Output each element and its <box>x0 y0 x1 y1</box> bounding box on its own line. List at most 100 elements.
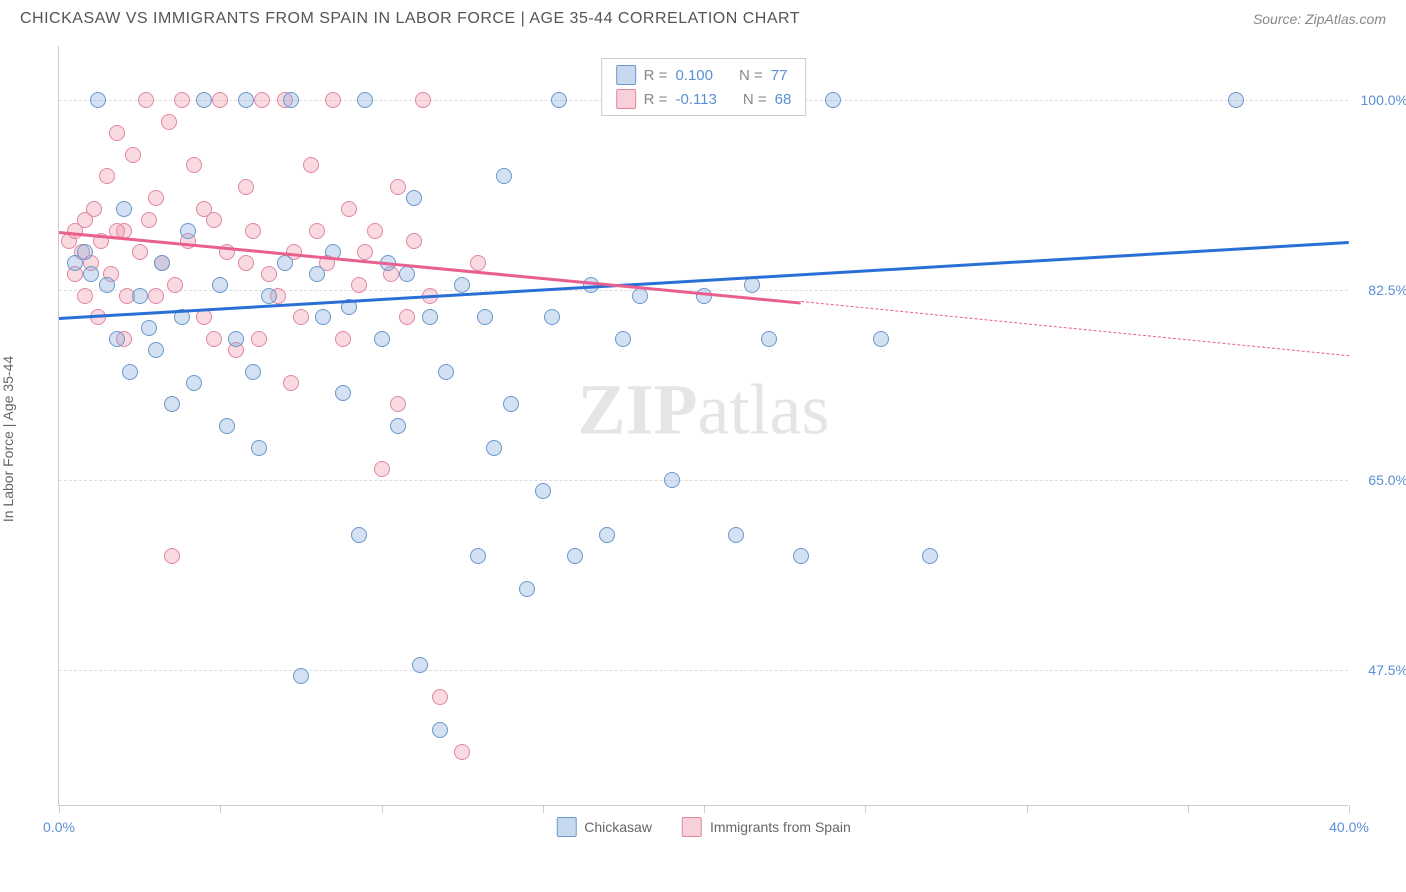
scatter-point-pink <box>196 201 212 217</box>
scatter-point-blue <box>77 244 93 260</box>
scatter-point-blue <box>164 396 180 412</box>
scatter-point-blue <box>406 190 422 206</box>
x-tick <box>1188 805 1189 813</box>
scatter-point-pink <box>161 114 177 130</box>
scatter-point-pink <box>77 288 93 304</box>
scatter-point-pink <box>415 92 431 108</box>
scatter-point-pink <box>251 331 267 347</box>
scatter-point-pink <box>325 92 341 108</box>
n-label: N = <box>743 91 767 108</box>
scatter-point-pink <box>470 255 486 271</box>
scatter-point-pink <box>238 255 254 271</box>
scatter-point-blue <box>1228 92 1244 108</box>
legend-item-chickasaw: Chickasaw <box>556 817 652 837</box>
x-tick <box>220 805 221 813</box>
scatter-point-pink <box>293 309 309 325</box>
scatter-point-blue <box>83 266 99 282</box>
r-label: R = <box>644 91 668 108</box>
scatter-point-blue <box>90 92 106 108</box>
scatter-point-pink <box>148 190 164 206</box>
y-tick-label: 65.0% <box>1368 472 1406 488</box>
scatter-point-blue <box>109 331 125 347</box>
scatter-point-pink <box>86 201 102 217</box>
scatter-point-pink <box>132 244 148 260</box>
scatter-point-blue <box>544 309 560 325</box>
scatter-point-blue <box>503 396 519 412</box>
scatter-point-pink <box>390 396 406 412</box>
scatter-point-blue <box>154 255 170 271</box>
scatter-point-blue <box>432 722 448 738</box>
x-tick <box>59 805 60 813</box>
scatter-point-pink <box>109 125 125 141</box>
scatter-point-pink <box>399 309 415 325</box>
swatch-blue-icon <box>616 65 636 85</box>
scatter-point-pink <box>341 201 357 217</box>
scatter-point-pink <box>138 92 154 108</box>
scatter-point-blue <box>567 548 583 564</box>
scatter-point-blue <box>438 364 454 380</box>
scatter-point-blue <box>486 440 502 456</box>
scatter-point-blue <box>277 255 293 271</box>
scatter-point-pink <box>374 461 390 477</box>
scatter-point-pink <box>254 92 270 108</box>
scatter-point-pink <box>167 277 183 293</box>
scatter-point-blue <box>228 331 244 347</box>
r-value: 0.100 <box>675 67 713 84</box>
scatter-point-blue <box>293 668 309 684</box>
scatter-point-blue <box>519 581 535 597</box>
scatter-point-blue <box>99 277 115 293</box>
scatter-point-blue <box>470 548 486 564</box>
scatter-point-blue <box>116 201 132 217</box>
scatter-point-pink <box>186 157 202 173</box>
scatter-point-blue <box>132 288 148 304</box>
plot-area: 47.5%65.0%82.5%100.0% 0.0%40.0% ZIPatlas… <box>58 46 1348 806</box>
x-tick <box>1349 805 1350 813</box>
n-label: N = <box>739 67 763 84</box>
scatter-point-pink <box>261 266 277 282</box>
scatter-point-pink <box>196 309 212 325</box>
trend-line-pink-dashed <box>801 301 1349 356</box>
scatter-point-pink <box>454 744 470 760</box>
source-attribution: Source: ZipAtlas.com <box>1253 11 1386 27</box>
scatter-point-blue <box>422 309 438 325</box>
scatter-point-pink <box>238 179 254 195</box>
scatter-point-pink <box>432 689 448 705</box>
scatter-point-blue <box>148 342 164 358</box>
scatter-point-blue <box>615 331 631 347</box>
scatter-point-pink <box>351 277 367 293</box>
legend-row-pink: R = -0.113 N = 68 <box>616 87 792 111</box>
scatter-point-blue <box>315 309 331 325</box>
chart-container: In Labor Force | Age 35-44 47.5%65.0%82.… <box>18 36 1388 826</box>
scatter-point-blue <box>599 527 615 543</box>
x-tick-label: 0.0% <box>43 819 75 835</box>
scatter-point-blue <box>535 483 551 499</box>
scatter-point-pink <box>303 157 319 173</box>
scatter-point-blue <box>196 92 212 108</box>
scatter-point-blue <box>399 266 415 282</box>
scatter-point-blue <box>212 277 228 293</box>
swatch-pink-icon <box>616 89 636 109</box>
scatter-point-blue <box>390 418 406 434</box>
gridline <box>59 670 1348 671</box>
scatter-point-pink <box>174 92 190 108</box>
scatter-point-blue <box>122 364 138 380</box>
scatter-point-blue <box>141 320 157 336</box>
watermark: ZIPatlas <box>578 369 830 452</box>
scatter-point-blue <box>825 92 841 108</box>
scatter-point-blue <box>496 168 512 184</box>
n-value: 68 <box>775 91 792 108</box>
scatter-point-blue <box>261 288 277 304</box>
scatter-point-pink <box>99 168 115 184</box>
scatter-point-blue <box>186 375 202 391</box>
y-axis-label: In Labor Force | Age 35-44 <box>0 356 16 522</box>
scatter-point-pink <box>406 233 422 249</box>
swatch-pink-icon <box>682 817 702 837</box>
scatter-point-pink <box>125 147 141 163</box>
trend-line-blue <box>59 241 1349 320</box>
scatter-point-blue <box>873 331 889 347</box>
scatter-point-blue <box>180 223 196 239</box>
scatter-point-pink <box>245 223 261 239</box>
scatter-point-blue <box>357 92 373 108</box>
y-tick-label: 100.0% <box>1361 92 1406 108</box>
x-tick <box>1027 805 1028 813</box>
